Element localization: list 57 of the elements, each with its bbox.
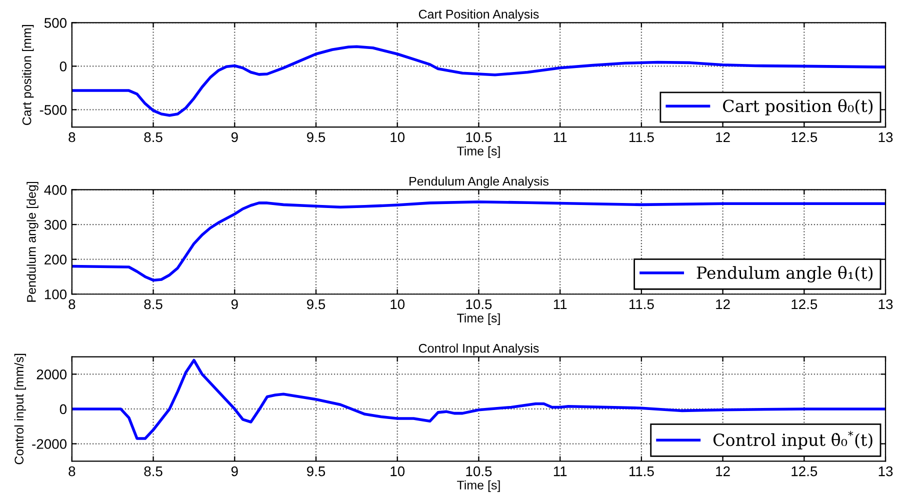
y-tick-label: 0	[60, 62, 67, 72]
line-series	[72, 200, 886, 282]
x-tick-label: 12	[716, 132, 730, 142]
x-tick-label: 8	[68, 299, 76, 310]
y-tick-label: -2000	[32, 439, 67, 449]
x-tick-label: 8	[68, 466, 76, 476]
y-tick-label: 2000	[36, 369, 67, 380]
x-tick-label: 11	[554, 299, 567, 310]
x-tick-label: 12.5	[792, 132, 818, 142]
x-tick-label: 8	[68, 132, 76, 142]
legend-label: Control input θ̇₀$^{*}$(t)	[713, 430, 872, 450]
y-tick-label: -500	[40, 105, 67, 115]
x-tick-label: 10	[390, 132, 405, 142]
y-axis-title: Pendulum angle [deg]	[26, 182, 38, 302]
x-tick-label: 11.5	[629, 299, 654, 310]
x-tick-label: 8.5	[144, 466, 162, 476]
y-tick-label: 0	[60, 404, 67, 414]
legend-label: Cart position θ₀(t)	[723, 99, 873, 116]
x-tick-label: 9.5	[306, 299, 326, 310]
x-tick-label: 11	[554, 466, 567, 476]
y-tick-label: 400	[44, 185, 67, 195]
chart-title: Control Input Analysis	[418, 344, 539, 356]
chart-title: Cart Position Analysis	[418, 9, 539, 22]
x-tick-label: 10.5	[466, 466, 492, 476]
x-tick-label: 12	[716, 299, 730, 310]
x-tick-label: 13	[878, 299, 893, 310]
y-axis-title: Control input [mm/s]	[14, 354, 26, 464]
y-tick-label: 100	[44, 289, 67, 300]
y-tick-label: 200	[44, 254, 67, 264]
x-tick-label: 10	[390, 299, 405, 310]
x-tick-label: 11	[554, 132, 567, 142]
chart-title: Pendulum Angle Analysis	[410, 176, 548, 188]
y-tick-label: 500	[44, 18, 67, 28]
x-tick-label: 11.5	[629, 132, 654, 142]
x-tick-label: 8.5	[144, 132, 162, 142]
x-tick-label: 9	[231, 132, 238, 142]
y-tick-label: 300	[44, 220, 67, 230]
x-tick-label: 12.5	[792, 466, 818, 476]
x-tick-label: 9	[231, 466, 238, 476]
x-tick-label: 12	[716, 466, 730, 476]
x-tick-label: 11.5	[629, 466, 654, 476]
x-tick-label: 10.5	[466, 132, 492, 142]
y-axis-title: Cart position [mm]	[22, 25, 34, 125]
line-series	[72, 45, 886, 117]
x-tick-label: 13	[878, 132, 893, 142]
x-axis-title: Time [s]	[457, 313, 500, 325]
x-tick-label: 12.5	[792, 299, 818, 310]
x-tick-label: 10	[390, 466, 405, 476]
x-axis-title: Time [s]	[457, 146, 500, 158]
x-axis-title: Time [s]	[457, 480, 500, 492]
x-tick-label: 10.5	[466, 299, 492, 310]
x-tick-label: 13	[878, 466, 893, 476]
x-tick-label: 9	[231, 299, 238, 310]
legend-label: Pendulum angle θ₁(t)	[696, 266, 873, 282]
x-tick-label: 8.5	[144, 299, 162, 310]
x-tick-label: 9.5	[306, 466, 326, 476]
x-tick-label: 9.5	[306, 132, 326, 142]
